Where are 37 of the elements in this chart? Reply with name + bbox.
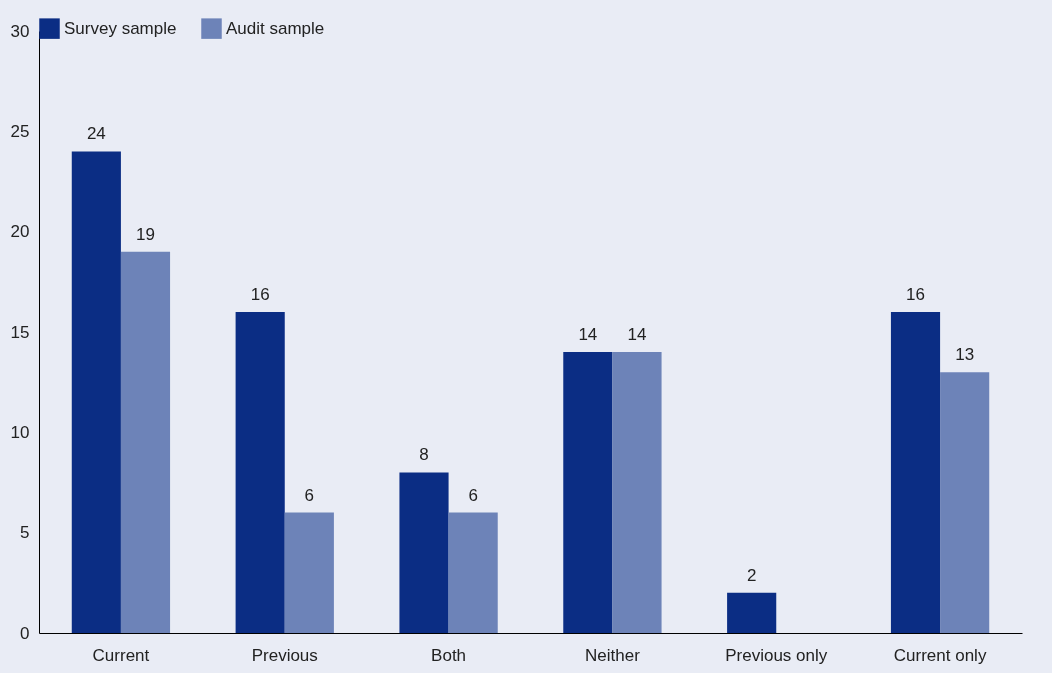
y-tick-label: 0 [20, 623, 30, 643]
y-tick-label: 10 [10, 422, 30, 442]
data-label: 6 [304, 485, 315, 505]
bar [120, 251, 171, 633]
bar [612, 352, 662, 633]
y-tick-label: 25 [10, 121, 30, 141]
bar [448, 512, 498, 633]
bar [563, 352, 613, 633]
legend-label: Survey sample [64, 18, 177, 38]
x-tick-label: Previous only [725, 645, 828, 665]
y-tick-label: 30 [10, 21, 30, 41]
data-label: 24 [86, 124, 106, 144]
x-tick-label: Neither [585, 645, 641, 665]
bar [235, 311, 285, 633]
data-label: 16 [250, 284, 270, 304]
legend-label: Audit sample [226, 18, 325, 38]
data-label: 14 [627, 325, 647, 345]
y-tick-label: 15 [10, 322, 30, 342]
x-tick-label: Current only [893, 645, 987, 665]
y-tick-label: 20 [10, 222, 30, 242]
data-label: 13 [955, 345, 975, 365]
bar [71, 151, 121, 633]
bar [940, 372, 990, 633]
data-label: 14 [578, 325, 598, 345]
x-tick-label: Previous [251, 645, 318, 665]
data-label: 16 [906, 284, 925, 304]
bar [284, 512, 334, 633]
data-label: 6 [468, 485, 478, 505]
bar [399, 472, 449, 633]
data-label: 8 [419, 445, 429, 465]
y-tick-label: 5 [20, 523, 30, 543]
x-tick-label: Current [92, 645, 150, 665]
bar [890, 311, 941, 633]
x-tick-label: Both [431, 645, 467, 665]
data-label: 19 [136, 224, 155, 244]
data-label: 2 [746, 565, 757, 585]
bar [727, 592, 777, 633]
